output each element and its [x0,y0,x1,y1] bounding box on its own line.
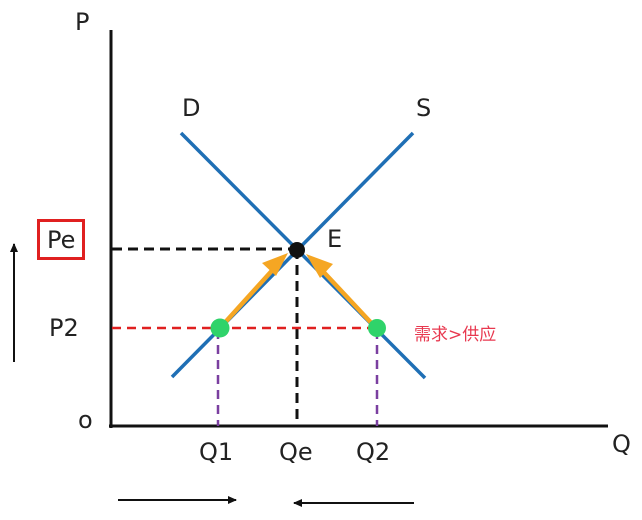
q1-tick-label: Q1 [199,438,234,466]
adjustment-arrow-left [217,253,288,331]
origin-label: o [78,406,93,434]
p2-tick-label: P2 [49,314,79,342]
y-axis-label: P [75,8,90,36]
x-axis-label: Q [612,430,631,458]
shortage-annotation: 需求>供应 [414,325,497,345]
equilibrium-label: E [327,225,343,253]
equilibrium-point [289,242,305,258]
qe-tick-label: Qe [279,438,313,466]
supply-point-q1 [210,318,230,338]
pe-tick-label: Pe [37,219,86,260]
q2-tick-label: Q2 [356,438,391,466]
supply-curve-label: S [416,94,432,122]
demand-point-q2 [368,319,386,337]
demand-curve-label: D [182,94,201,122]
demand-curve [179,131,427,380]
adjustment-arrow-right [306,254,379,331]
